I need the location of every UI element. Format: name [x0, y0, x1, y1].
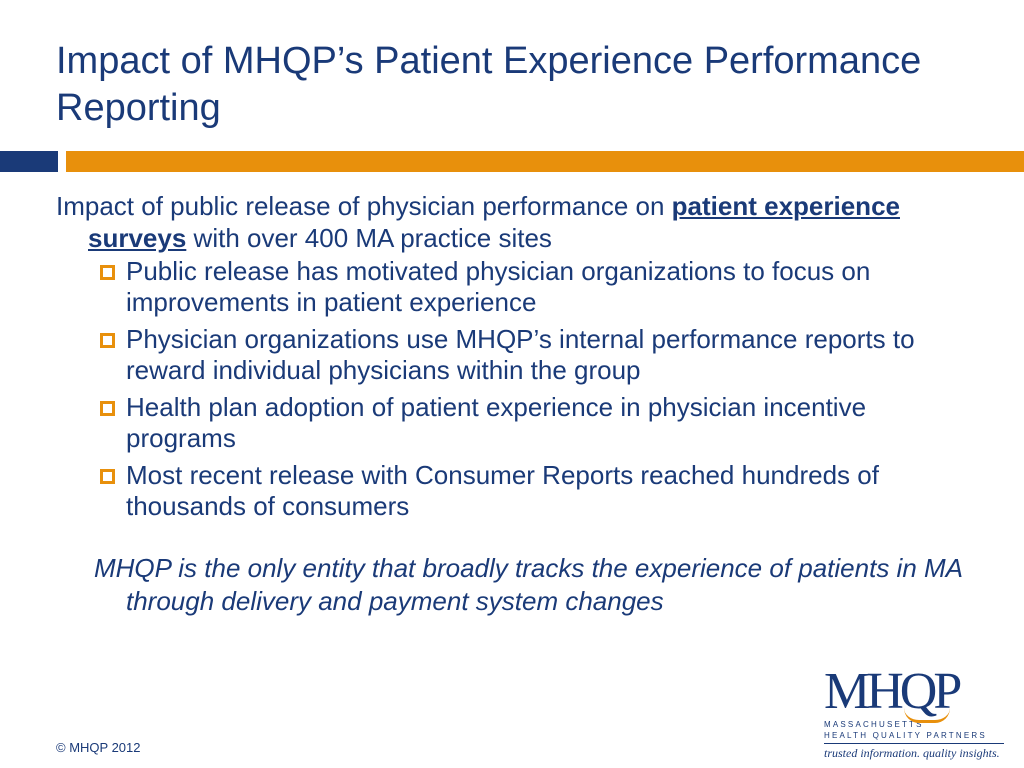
copyright-text: © MHQP 2012	[56, 740, 141, 755]
list-item: Public release has motivated physician o…	[56, 256, 956, 318]
closing-statement: MHQP is the only entity that broadly tra…	[94, 553, 963, 616]
bullet-text: Health plan adoption of patient experien…	[126, 392, 867, 453]
bullet-text: Public release has motivated physician o…	[126, 256, 871, 317]
square-bullet-icon	[100, 469, 115, 484]
lead-paragraph: Impact of public release of physician pe…	[56, 190, 956, 254]
logo-line1: MASSACHUSETTS	[824, 720, 924, 729]
title-rule-blue	[0, 151, 58, 172]
lead-emphasis: patient experience surveys	[88, 191, 900, 253]
lead-text-after: with over 400 MA practice sites	[186, 223, 552, 253]
square-bullet-icon	[100, 265, 115, 280]
title-rule-orange	[66, 151, 1024, 172]
slide-title: Impact of MHQP’s Patient Experience Perf…	[56, 40, 922, 129]
logo-line2: HEALTH QUALITY PARTNERS	[824, 731, 987, 740]
list-item: Physician organizations use MHQP’s inter…	[56, 324, 956, 386]
slide-body: Impact of public release of physician pe…	[56, 190, 962, 618]
bullet-list: Public release has motivated physician o…	[56, 256, 956, 522]
bullet-text: Physician organizations use MHQP’s inter…	[126, 324, 915, 385]
logo-tagline: trusted information. quality insights.	[824, 743, 1004, 761]
list-item: Health plan adoption of patient experien…	[56, 392, 956, 454]
mhqp-logo: MHQP MASSACHUSETTS HEALTH QUALITY PARTNE…	[824, 666, 1004, 760]
lead-text-before: Impact of public release of physician pe…	[56, 191, 672, 221]
square-bullet-icon	[100, 401, 115, 416]
bullet-text: Most recent release with Consumer Report…	[126, 460, 879, 521]
logo-swoosh-icon	[904, 708, 950, 723]
square-bullet-icon	[100, 333, 115, 348]
list-item: Most recent release with Consumer Report…	[56, 460, 956, 522]
